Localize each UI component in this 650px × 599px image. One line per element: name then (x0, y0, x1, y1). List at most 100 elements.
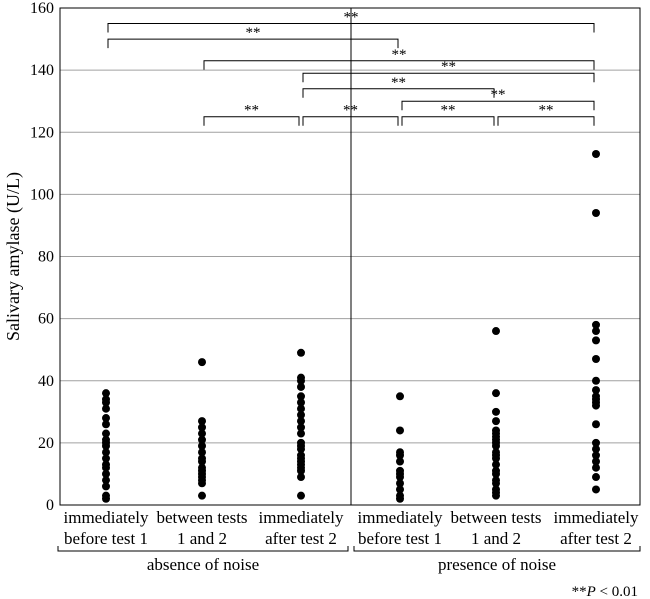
group-label: absence of noise (147, 555, 259, 574)
data-point (198, 423, 206, 432)
category-label-line1: immediately (259, 508, 344, 527)
significance-brackets: ** ** ** ** ** ** ** ** ** ** (107, 10, 595, 126)
data-point (592, 336, 600, 345)
data-point (592, 392, 600, 401)
data-point (297, 410, 305, 419)
significance-bracket (107, 38, 399, 49)
p-value-note: **P < 0.01 (572, 584, 638, 599)
data-point (102, 414, 110, 423)
data-point (297, 438, 305, 447)
group-label: presence of noise (438, 555, 556, 574)
data-point (297, 382, 305, 391)
y-tick-label: 40 (38, 373, 54, 390)
y-tick-label: 20 (38, 435, 54, 452)
data-point (592, 463, 600, 472)
data-point (102, 469, 110, 478)
category-label-line2: after test 2 (560, 529, 632, 548)
y-axis-label: Salivary amylase (U/L) (3, 172, 24, 341)
significance-label: ** (441, 103, 456, 119)
data-point (297, 429, 305, 438)
data-point (592, 485, 600, 494)
data-point (102, 482, 110, 491)
data-point (198, 429, 206, 438)
data-point (297, 491, 305, 500)
data-point (198, 417, 206, 426)
significance-bracket (203, 116, 300, 126)
data-point (592, 320, 600, 329)
data-point (592, 451, 600, 460)
data-point (102, 454, 110, 463)
significance-label: ** (441, 59, 456, 75)
data-point (592, 355, 600, 364)
category-label-line2: before test 1 (64, 529, 148, 548)
category-label-line1: immediately (358, 508, 443, 527)
data-point (297, 417, 305, 426)
significance-bracket (203, 60, 595, 70)
category-label-line1: immediately (554, 508, 639, 527)
data-point (198, 491, 206, 500)
category-label-line2: 1 and 2 (471, 529, 521, 548)
data-point (592, 438, 600, 447)
data-point (492, 448, 500, 457)
significance-bracket (302, 72, 595, 83)
data-point (396, 491, 404, 500)
data-point (592, 376, 600, 385)
data-point (492, 466, 500, 475)
significance-label: ** (343, 103, 358, 119)
data-point (396, 426, 404, 435)
data-point (102, 395, 110, 404)
data-point (198, 454, 206, 463)
significance-label: ** (391, 75, 406, 91)
data-point (396, 466, 404, 475)
significance-bracket (497, 116, 595, 126)
significance-bracket (401, 100, 595, 111)
y-tick-labels: 0 20 40 60 80 100 120 140 160 (30, 0, 54, 514)
data-point (592, 209, 600, 218)
group-labels: absence of noise presence of noise (57, 546, 641, 574)
data-point (592, 386, 600, 395)
data-point (102, 448, 110, 457)
data-point (396, 479, 404, 488)
category-label-line1: between tests (450, 508, 541, 527)
data-point (492, 417, 500, 426)
y-tick-label: 140 (30, 62, 54, 79)
data-point (297, 373, 305, 382)
plot-frame (59, 7, 641, 506)
group-bracket (57, 546, 349, 552)
data-point (396, 448, 404, 457)
y-tick-label: 100 (30, 186, 54, 203)
data-point (592, 473, 600, 482)
data-point (592, 327, 600, 336)
category-label-line2: 1 and 2 (177, 529, 227, 548)
data-point (297, 451, 305, 460)
data-point (102, 460, 110, 469)
significance-bracket (401, 116, 495, 126)
significance-label: ** (244, 103, 259, 119)
data-point (102, 435, 110, 444)
data-point (492, 407, 500, 416)
grid-layer (60, 7, 640, 444)
data-point (297, 404, 305, 413)
significance-bracket (302, 88, 495, 98)
y-tick-label: 60 (38, 311, 54, 328)
category-label-line2: before test 1 (358, 529, 442, 548)
data-point (102, 429, 110, 438)
significance-bracket (107, 23, 595, 33)
data-point (592, 445, 600, 454)
data-point (198, 435, 206, 444)
data-points (102, 149, 600, 503)
data-point (492, 426, 500, 435)
data-point (592, 457, 600, 466)
data-point (102, 491, 110, 500)
category-labels: immediately before test 1 between tests 1 a… (64, 508, 639, 548)
data-point (102, 389, 110, 398)
data-point (592, 420, 600, 429)
group-bracket (353, 546, 641, 552)
significance-label: ** (344, 10, 359, 26)
data-point (492, 460, 500, 469)
data-point (297, 392, 305, 401)
data-point (297, 423, 305, 432)
data-point (396, 485, 404, 494)
data-point (396, 392, 404, 401)
data-point (198, 463, 206, 472)
